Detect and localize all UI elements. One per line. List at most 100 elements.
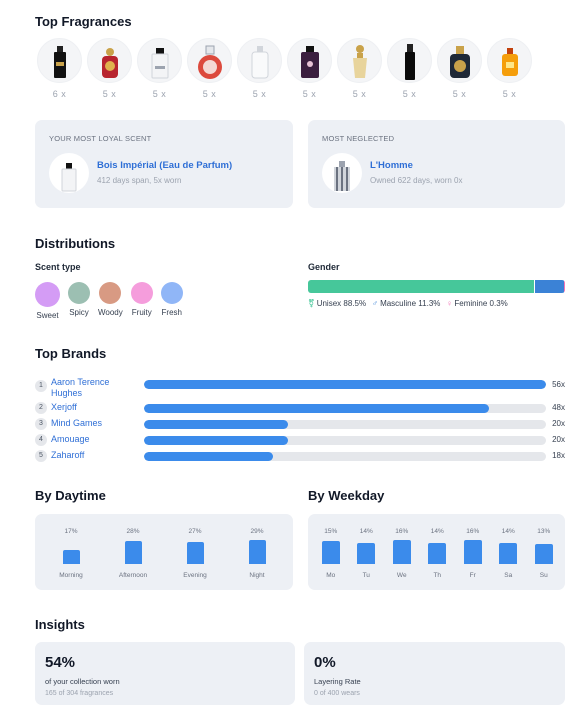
gender-legend-masculine: ♂ Masculine 11.3%	[372, 299, 440, 308]
black-bottle-icon	[53, 46, 66, 78]
fragrance-item[interactable]: 6 x	[35, 38, 84, 99]
scent-type-item[interactable]: Spicy	[68, 282, 90, 320]
brand-name[interactable]: Zaharoff	[51, 450, 85, 460]
insights-title: Insights	[35, 617, 85, 632]
brand-name[interactable]: Aaron Terence Hughes	[51, 377, 110, 398]
white-bottle-icon	[251, 46, 268, 79]
scent-label: Spicy	[69, 308, 89, 317]
scent-type-item[interactable]: Woody	[98, 282, 123, 320]
by-daytime-card: 17% Morning 28% Afternoon 27% Evening 29% Night	[35, 514, 293, 590]
brand-bar-track	[144, 380, 546, 389]
most-neglected-name[interactable]: L'Homme	[370, 160, 413, 171]
fragrance-item[interactable]: 5 x	[335, 38, 384, 99]
gender-bar	[308, 280, 565, 293]
brand-count: 20x	[552, 419, 565, 428]
distributions-title: Distributions	[35, 236, 116, 251]
most-loyal-label: YOUR MOST LOYAL SCENT	[49, 134, 152, 143]
clear-bottle-icon	[61, 163, 77, 192]
brand-row[interactable]: 4 Amouage 20x	[35, 433, 565, 447]
fragrance-item[interactable]: 5 x	[385, 38, 434, 99]
period-label: Fr	[469, 572, 476, 579]
gender-legend: ⚧ Unisex 88.5% ♂ Masculine 11.3% ♀ Femin…	[308, 299, 508, 308]
period-label: Sa	[504, 572, 513, 579]
period-label: Night	[249, 572, 265, 579]
round-red-bottle-icon	[197, 45, 222, 79]
brand-row[interactable]: 2 Xerjoff 48x	[35, 401, 565, 415]
period-column: 16% We	[384, 514, 420, 590]
brand-name[interactable]: Amouage	[51, 434, 90, 444]
scent-type-item[interactable]: Fruity	[130, 282, 153, 320]
brand-rank: 1	[35, 380, 47, 392]
male-icon: ♂	[372, 299, 379, 308]
period-percent: 15%	[324, 528, 338, 535]
fragrance-count: 5 x	[302, 89, 317, 99]
period-label: Th	[433, 572, 442, 579]
period-column: 17% Morning	[40, 514, 102, 590]
period-column: 14% Sa	[491, 514, 527, 590]
period-bar	[463, 540, 482, 564]
period-percent: 16%	[466, 528, 480, 535]
brand-bar-fill	[144, 420, 288, 429]
most-neglected-card[interactable]: MOST NEGLECTED L'Homme Owned 622 days, w…	[308, 120, 565, 208]
most-loyal-name[interactable]: Bois Impérial (Eau de Parfum)	[97, 160, 233, 171]
period-bar	[534, 544, 553, 564]
period-column: 27% Evening	[164, 514, 226, 590]
fragrance-count: 5 x	[402, 89, 417, 99]
fragrance-item[interactable]: 5 x	[485, 38, 534, 99]
scent-dot	[160, 282, 183, 304]
period-label: Evening	[183, 572, 207, 579]
period-percent: 17%	[64, 528, 78, 535]
scent-type-list: Sweet Spicy Woody Fruity Fresh	[35, 282, 191, 320]
brand-bar-track	[144, 420, 546, 429]
tall-black-bottle-icon	[404, 44, 415, 80]
scent-dot	[68, 282, 90, 304]
period-percent: 14%	[501, 528, 515, 535]
brand-rank: 5	[35, 450, 47, 462]
scent-type-item[interactable]: Sweet	[35, 282, 60, 320]
fragrance-count: 5 x	[152, 89, 167, 99]
clear-bottle-icon	[151, 48, 168, 79]
fragrance-count: 5 x	[452, 89, 467, 99]
fragrance-count: 6 x	[52, 89, 67, 99]
layering-rate-label: Layering Rate	[314, 677, 361, 686]
fragrance-item[interactable]: 5 x	[135, 38, 184, 99]
scent-label: Sweet	[36, 311, 59, 320]
top-fragrances-title: Top Fragrances	[35, 14, 132, 29]
brand-name[interactable]: Mind Games	[51, 418, 103, 428]
fragrance-item[interactable]: 5 x	[235, 38, 284, 99]
unisex-label: Unisex 88.5%	[316, 299, 367, 308]
masculine-label: Masculine 11.3%	[380, 299, 441, 308]
period-label: Mo	[326, 572, 336, 579]
by-weekday-title: By Weekday	[308, 488, 385, 503]
brand-rank: 2	[35, 402, 47, 414]
most-loyal-scent-card[interactable]: YOUR MOST LOYAL SCENT Bois Impérial (Eau…	[35, 120, 293, 208]
period-percent: 16%	[395, 528, 409, 535]
collection-worn-label: of your collection worn	[45, 677, 120, 686]
gender-legend-unisex: ⚧ Unisex 88.5%	[308, 299, 366, 308]
most-neglected-label: MOST NEGLECTED	[322, 134, 395, 143]
fragrance-item[interactable]: 5 x	[435, 38, 484, 99]
scent-type-item[interactable]: Fresh	[160, 282, 183, 320]
fragrance-item[interactable]: 5 x	[185, 38, 234, 99]
period-bar	[392, 540, 411, 564]
fragrance-count: 5 x	[352, 89, 367, 99]
period-bar	[62, 550, 80, 564]
brand-bar-track	[144, 452, 546, 461]
brand-row[interactable]: 3 Mind Games 20x	[35, 417, 565, 431]
fragrance-item[interactable]: 5 x	[285, 38, 334, 99]
female-icon: ♀	[446, 299, 453, 308]
scent-label: Fresh	[161, 308, 182, 317]
brand-row[interactable]: 5 Zaharoff 18x	[35, 449, 565, 463]
brand-count: 18x	[552, 451, 565, 460]
brand-name[interactable]: Xerjoff	[51, 402, 77, 412]
gender-segment-unisex	[308, 280, 536, 293]
fragrance-item[interactable]: 5 x	[85, 38, 134, 99]
period-bar	[428, 543, 447, 564]
brand-bar-fill	[144, 452, 274, 461]
brand-row[interactable]: 1 Aaron Terence Hughes 56x	[35, 376, 565, 398]
brand-count: 20x	[552, 435, 565, 444]
gender-title: Gender	[308, 262, 340, 272]
period-percent: 29%	[250, 528, 264, 535]
gold-bottle-icon	[352, 45, 367, 78]
period-percent: 14%	[430, 528, 444, 535]
